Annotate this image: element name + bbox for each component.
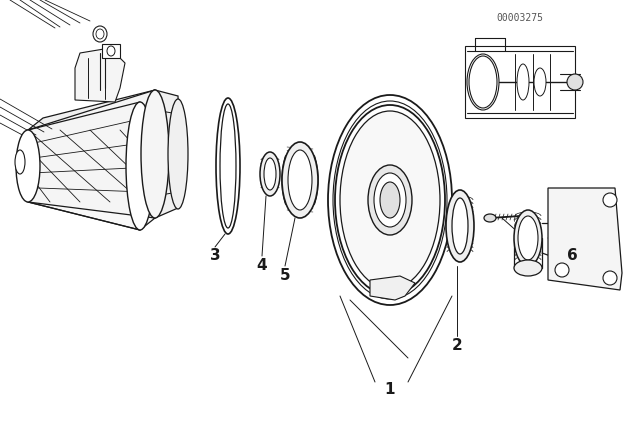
Ellipse shape <box>93 26 107 42</box>
Polygon shape <box>28 90 155 218</box>
FancyBboxPatch shape <box>465 46 575 118</box>
Ellipse shape <box>264 158 276 190</box>
Ellipse shape <box>333 101 447 299</box>
Ellipse shape <box>126 102 154 230</box>
Polygon shape <box>28 190 155 230</box>
Ellipse shape <box>16 130 40 202</box>
Ellipse shape <box>518 216 538 260</box>
Ellipse shape <box>603 271 617 285</box>
Ellipse shape <box>372 120 408 280</box>
Ellipse shape <box>469 56 497 108</box>
Text: 2: 2 <box>452 337 462 353</box>
Polygon shape <box>370 276 415 300</box>
Polygon shape <box>28 90 155 130</box>
Ellipse shape <box>220 104 236 228</box>
Polygon shape <box>75 48 125 102</box>
Ellipse shape <box>452 198 468 254</box>
Ellipse shape <box>374 173 406 227</box>
Ellipse shape <box>517 64 529 100</box>
Ellipse shape <box>282 142 318 218</box>
Ellipse shape <box>555 263 569 277</box>
Ellipse shape <box>514 260 542 276</box>
Bar <box>102 44 120 58</box>
Ellipse shape <box>15 150 25 174</box>
Ellipse shape <box>368 115 412 285</box>
Ellipse shape <box>96 29 104 39</box>
Polygon shape <box>155 90 180 218</box>
Ellipse shape <box>603 193 617 207</box>
Text: 4: 4 <box>257 258 268 272</box>
Ellipse shape <box>335 105 445 295</box>
Ellipse shape <box>382 187 398 213</box>
Ellipse shape <box>216 98 240 234</box>
Ellipse shape <box>328 95 452 305</box>
Ellipse shape <box>340 111 440 289</box>
Ellipse shape <box>168 99 188 209</box>
Polygon shape <box>548 188 622 290</box>
Ellipse shape <box>484 214 496 222</box>
Ellipse shape <box>141 90 169 218</box>
Ellipse shape <box>380 182 400 218</box>
Text: 6: 6 <box>566 249 577 263</box>
Ellipse shape <box>534 68 546 96</box>
Ellipse shape <box>107 46 115 56</box>
Text: 7: 7 <box>525 231 535 246</box>
Ellipse shape <box>260 152 280 196</box>
Ellipse shape <box>467 54 499 110</box>
Text: 3: 3 <box>210 249 220 263</box>
Text: 1: 1 <box>385 383 396 397</box>
Ellipse shape <box>446 190 474 262</box>
Ellipse shape <box>368 165 412 235</box>
Ellipse shape <box>514 210 542 266</box>
Ellipse shape <box>567 74 583 90</box>
Text: 5: 5 <box>280 267 291 283</box>
Ellipse shape <box>288 150 312 210</box>
Text: 00003275: 00003275 <box>497 13 543 23</box>
